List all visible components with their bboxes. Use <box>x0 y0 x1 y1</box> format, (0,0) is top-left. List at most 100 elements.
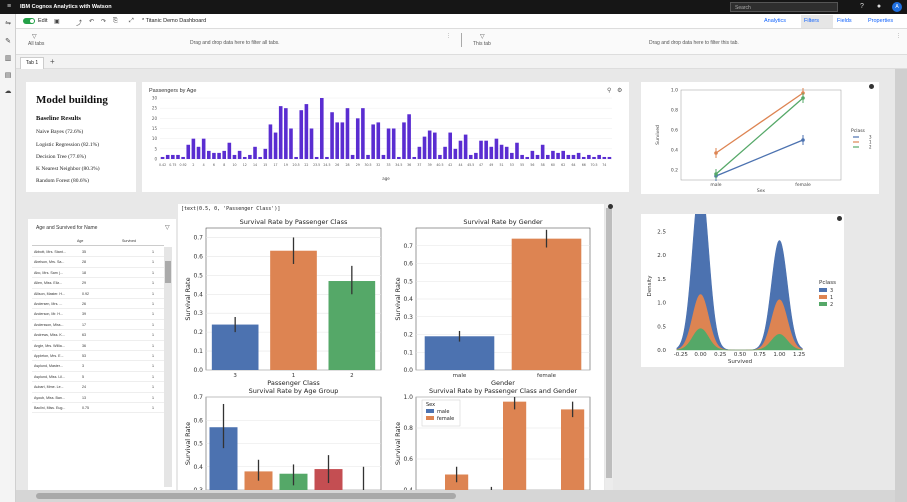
x-tick-label: 2 <box>350 373 354 379</box>
x-tick-label: 6 <box>213 163 215 167</box>
cloud-icon[interactable]: ☁ <box>4 88 12 95</box>
vertical-scrollbar[interactable] <box>895 69 907 502</box>
share-icon[interactable]: ⤴ <box>76 21 83 27</box>
survival-by-sex-widget[interactable]: 0.2 0.4 0.6 0.8 1.0 male female Sex Survived Pcla… <box>641 82 879 194</box>
age-survived-table-widget[interactable]: Age and Survived for Name ▽ Age Survived… <box>28 219 176 490</box>
x-tick-label: 8 <box>223 163 225 167</box>
y-tick-label: 0.3 <box>403 314 413 321</box>
redo-icon[interactable]: ↷ <box>101 19 107 25</box>
table-scrollbar[interactable] <box>164 247 172 487</box>
more-icon-2[interactable]: ⋮ <box>896 33 901 39</box>
horizontal-scrollbar[interactable] <box>16 490 895 502</box>
table-title: Age and Survived for Name <box>36 225 98 231</box>
x-tick-label: 23.5 <box>313 163 320 167</box>
copy-icon[interactable]: ⎘ <box>113 18 118 24</box>
sources-icon[interactable]: ⇋ <box>5 20 11 27</box>
survived-cell: 1 <box>152 322 154 327</box>
filter-icon[interactable]: ▽ <box>165 225 170 231</box>
age-bar <box>242 156 247 159</box>
expand-icon[interactable]: ⤢ <box>129 18 134 24</box>
tab-1[interactable]: Tab 1 <box>20 57 44 69</box>
table-row[interactable]: Anderson, Mr. H... 39 1 <box>32 309 164 320</box>
table-row[interactable]: Appleton, Mrs. E... 53 1 <box>32 351 164 362</box>
age-bar <box>222 150 227 159</box>
filters-button[interactable]: Filters <box>804 18 819 24</box>
density-widget[interactable]: 0.0 0.5 1.0 1.5 2.0 2.5 -0.25 0.00 0.25 0.50 0.75 1… <box>641 214 844 367</box>
age-cell: 29 <box>82 281 86 286</box>
age-bar <box>484 140 488 159</box>
settings-icon[interactable]: ⚙ <box>617 88 623 94</box>
y-tick-label: 0.3 <box>193 487 203 490</box>
analytics-button[interactable]: Analytics <box>764 18 787 24</box>
table-row[interactable]: Angle, Mrs. Willia... 36 1 <box>32 341 164 351</box>
table-row[interactable]: Aubart, Mme. Le... 24 1 <box>32 382 164 393</box>
search-input[interactable]: Search <box>730 2 838 12</box>
x-tick-label: 4 <box>203 163 205 167</box>
edit-toggle[interactable] <box>23 18 35 24</box>
table-row[interactable]: Asplund, Miss. Lil... 5 1 <box>32 372 164 383</box>
plot-scrollbar-thumb[interactable] <box>606 208 612 478</box>
all-tabs-dropzone[interactable]: Drag and drop data here to filter all ta… <box>190 40 280 46</box>
info-icon[interactable] <box>608 204 613 209</box>
help-icon[interactable]: ? <box>860 3 864 10</box>
x-tick-label: 0.75 <box>169 163 176 167</box>
bar <box>424 336 495 370</box>
pin-icon[interactable]: ⚲ <box>607 88 612 94</box>
menu-icon[interactable]: ≡ <box>6 3 12 10</box>
name-cell: Andrews, Miss. K... <box>34 333 65 338</box>
properties-button[interactable]: Properties <box>868 18 894 24</box>
age-bar <box>160 156 165 159</box>
table-row[interactable]: Baclini, Miss. Eug... 0.75 1 <box>32 403 164 414</box>
table-row[interactable]: Andrews, Miss. K... 63 1 <box>32 330 164 341</box>
table-row[interactable]: Abo, Mrs. Sam (... 18 1 <box>32 268 164 279</box>
table-row[interactable]: Abbott, Mrs. Stant... 35 1 <box>32 247 164 258</box>
table-row[interactable]: Asplund, Master... 3 1 <box>32 361 164 372</box>
table-row[interactable]: Ayoub, Miss. Ban... 13 1 <box>32 393 164 403</box>
filters-button-bg[interactable] <box>801 15 833 28</box>
undo-icon[interactable]: ↶ <box>89 19 95 25</box>
table-row[interactable]: Allison, Master. H... 0.92 1 <box>32 289 164 299</box>
series-line <box>715 139 804 177</box>
legend-label: 1 <box>830 295 833 301</box>
model-building-widget[interactable]: Model building Baseline Results Naive Ba… <box>26 82 136 192</box>
pen-icon[interactable]: ✎ <box>5 38 11 45</box>
y-tick-label: 0.4 <box>671 148 678 154</box>
x-tick-label: 56 <box>530 163 534 167</box>
legend-label: 3 <box>830 288 833 294</box>
survival-rates-plot-widget[interactable]: [text(0.5, 0, 'Passenger Class')] 0.0 0.1… <box>178 204 604 490</box>
column-header-age[interactable]: Age <box>77 239 84 243</box>
x-tick-label: 0.75 <box>754 352 767 358</box>
info-icon[interactable] <box>837 216 842 221</box>
baseline-subtitle: Baseline Results <box>36 115 81 122</box>
info-icon[interactable] <box>869 84 874 89</box>
avatar[interactable]: A <box>892 2 902 12</box>
result-line: Random Forest (80.6%) <box>36 178 90 184</box>
x-tick-label: 64 <box>571 163 575 167</box>
chart-icon[interactable]: ▤ <box>4 72 12 79</box>
age-bar <box>355 118 360 159</box>
fields-button[interactable]: Fields <box>837 18 852 24</box>
age-cell: 18 <box>82 270 86 275</box>
column-header-survived[interactable]: Survived <box>122 239 136 243</box>
y-tick-label: 0.5 <box>193 272 203 279</box>
table-row[interactable]: Allen, Miss. Eliz... 29 1 <box>32 278 164 289</box>
legend-label: 3 <box>869 135 872 140</box>
passengers-by-age-widget[interactable]: Passengers by Age ⚲ ⚙ 0 5 10 15 20 25 30 0.42 0.… <box>142 82 629 192</box>
add-tab-button[interactable]: + <box>50 57 55 66</box>
save-icon[interactable]: ▣ <box>54 19 60 25</box>
table-row[interactable]: Andersen, Mrs. ... 26 1 <box>32 299 164 310</box>
table-row[interactable]: Andersson, Miss... 17 1 <box>32 320 164 331</box>
table-row[interactable]: Abelson, Mrs. Sa... 28 1 <box>32 257 164 268</box>
age-cell: 39 <box>82 312 86 317</box>
this-tab-dropzone[interactable]: Drag and drop data here to filter this t… <box>649 40 739 46</box>
table-scrollbar-thumb[interactable] <box>165 261 171 283</box>
notification-icon[interactable]: ● <box>876 3 882 10</box>
age-bar <box>504 146 509 159</box>
widgets-icon[interactable]: ▥ <box>4 55 12 62</box>
age-cell: 63 <box>82 333 86 338</box>
y-tick-label: 0.5 <box>403 278 413 285</box>
plot-scrollbar[interactable] <box>605 204 613 490</box>
scrollbar-thumb[interactable] <box>36 493 456 499</box>
more-icon[interactable]: ⋮ <box>446 33 451 39</box>
age-cell: 36 <box>82 343 86 348</box>
